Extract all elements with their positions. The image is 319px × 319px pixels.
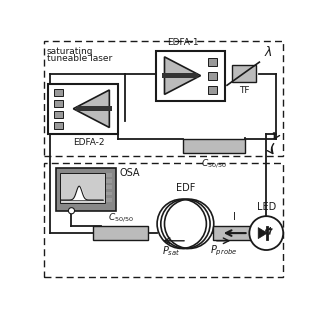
Text: LED: LED: [257, 202, 276, 212]
Text: $P_{probe}$: $P_{probe}$: [210, 244, 238, 258]
Bar: [162, 73, 198, 78]
Text: $P_{sat}$: $P_{sat}$: [162, 244, 181, 258]
Circle shape: [249, 216, 283, 250]
Bar: [156, 51, 226, 101]
Bar: [56, 168, 116, 211]
Text: EDF: EDF: [176, 183, 195, 193]
Bar: [93, 226, 148, 240]
Text: $C_{50/50}$: $C_{50/50}$: [108, 211, 134, 224]
Bar: [48, 84, 118, 134]
Bar: [106, 179, 112, 183]
Bar: [44, 41, 283, 156]
Bar: [44, 163, 283, 277]
Bar: [106, 173, 112, 177]
Text: EDFA-1: EDFA-1: [167, 38, 199, 47]
Text: $\lambda$: $\lambda$: [264, 45, 273, 59]
Polygon shape: [73, 90, 109, 128]
Bar: [76, 106, 112, 111]
Text: tuneable laser: tuneable laser: [47, 54, 112, 63]
Bar: [106, 198, 112, 202]
Bar: [54, 89, 63, 96]
Bar: [183, 139, 245, 153]
Bar: [208, 58, 217, 66]
Circle shape: [68, 208, 75, 214]
Text: OSA: OSA: [120, 168, 140, 178]
Polygon shape: [258, 227, 267, 239]
Text: EDFA-2: EDFA-2: [73, 138, 105, 147]
Polygon shape: [165, 57, 201, 94]
Bar: [208, 85, 217, 94]
Bar: [208, 72, 217, 80]
Text: TF: TF: [239, 86, 249, 95]
Bar: [106, 185, 112, 189]
Text: I: I: [233, 212, 236, 222]
Text: $C_{50/50}$: $C_{50/50}$: [201, 157, 227, 170]
Bar: [54, 122, 63, 129]
Bar: [54, 111, 63, 118]
Bar: [106, 191, 112, 195]
Text: saturating: saturating: [47, 47, 93, 56]
Bar: [54, 100, 63, 107]
Bar: [60, 173, 105, 203]
Bar: [232, 65, 256, 82]
Bar: [213, 226, 256, 240]
